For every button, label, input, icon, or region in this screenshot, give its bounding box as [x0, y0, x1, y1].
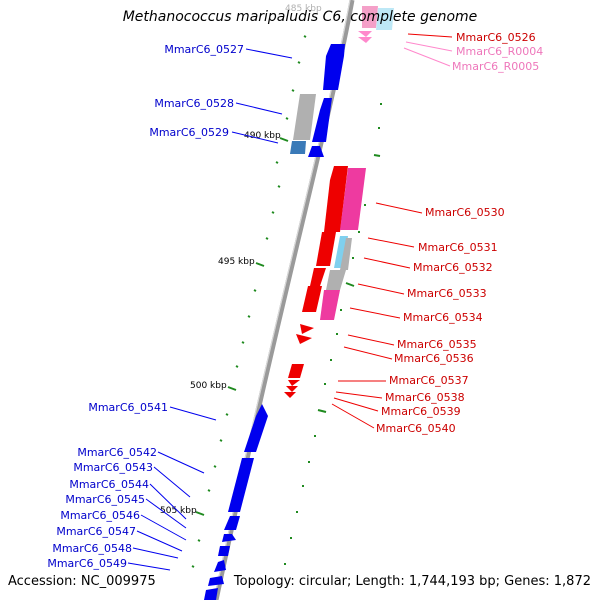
gene-0549[interactable] [204, 588, 218, 600]
gene-label-R0004[interactable]: MmarC6_R0004 [456, 45, 543, 58]
gene-0533[interactable] [302, 286, 322, 312]
gene-0545[interactable] [218, 546, 230, 556]
left-strand-genes [204, 44, 345, 600]
gene-label-0538[interactable]: MmarC6_0538 [385, 391, 465, 404]
gene-0539[interactable] [286, 386, 298, 392]
kbp-label-495: 495 kbp [218, 257, 255, 267]
gene-label-0546[interactable]: MmarC6_0546 [60, 509, 140, 522]
gene-0529[interactable] [308, 146, 324, 157]
gene-label-0542[interactable]: MmarC6_0542 [77, 446, 157, 459]
gene-0535[interactable] [300, 324, 314, 334]
right-leader-lines [331, 33, 453, 429]
gene-label-0526[interactable]: MmarC6_0526 [456, 31, 536, 44]
rna-R0005[interactable] [358, 37, 372, 43]
gene-0530-pink[interactable] [340, 168, 366, 230]
gene-0526-cyan[interactable] [376, 8, 394, 30]
gene-0538[interactable] [288, 380, 300, 386]
rna-R0004[interactable] [358, 31, 372, 37]
tick-marks [191, 35, 382, 568]
gene-label-0548[interactable]: MmarC6_0548 [52, 542, 132, 555]
gene-0543[interactable] [224, 516, 240, 530]
gene-0541[interactable] [244, 404, 268, 452]
gene-label-0541[interactable]: MmarC6_0541 [88, 401, 168, 414]
gene-label-0532[interactable]: MmarC6_0532 [413, 261, 493, 274]
gene-label-R0005[interactable]: MmarC6_R0005 [452, 60, 539, 73]
gene-label-0530[interactable]: MmarC6_0530 [425, 206, 505, 219]
gene-0534[interactable] [320, 290, 340, 320]
gene-0546[interactable] [214, 560, 226, 572]
gene-label-0544[interactable]: MmarC6_0544 [69, 478, 149, 491]
gene-label-0529[interactable]: MmarC6_0529 [149, 126, 229, 139]
gene-label-0536[interactable]: MmarC6_0536 [394, 352, 474, 365]
accession-text: Accession: NC_009975 [8, 574, 156, 589]
right-strand-genes [284, 6, 394, 398]
gene-0547[interactable] [208, 576, 224, 586]
gene-label-0549[interactable]: MmarC6_0549 [47, 557, 127, 570]
gene-0542[interactable] [228, 458, 254, 512]
gene-label-0535[interactable]: MmarC6_0535 [397, 338, 477, 351]
gene-0544[interactable] [222, 534, 236, 542]
left-leader-lines [127, 48, 293, 571]
gene-label-0537[interactable]: MmarC6_0537 [389, 374, 469, 387]
gene-label-0527[interactable]: MmarC6_0527 [164, 43, 244, 56]
map-title: Methanococcus maripaludis C6, complete g… [122, 9, 478, 25]
gene-label-0543[interactable]: MmarC6_0543 [73, 461, 153, 474]
gene-0527[interactable] [323, 44, 345, 90]
right-gene-labels: MmarC6_0526 MmarC6_R0004 MmarC6_R0005 Mm… [376, 31, 543, 435]
genome-summary-text: Topology: circular; Length: 1,744,193 bp… [233, 574, 591, 589]
gene-label-0540[interactable]: MmarC6_0540 [376, 422, 456, 435]
gene-0529-pseudo[interactable] [290, 141, 306, 154]
gene-0537[interactable] [288, 364, 304, 378]
gene-0526-pink[interactable] [362, 6, 378, 28]
major-ticks [195, 137, 289, 516]
gene-label-0539[interactable]: MmarC6_0539 [381, 405, 461, 418]
gene-0531-gray[interactable] [340, 238, 352, 270]
left-gene-labels: MmarC6_0527 MmarC6_0528 MmarC6_0529 Mmar… [47, 43, 244, 570]
kbp-label-490: 490 kbp [244, 131, 281, 141]
gene-label-0534[interactable]: MmarC6_0534 [403, 311, 483, 324]
gene-label-0533[interactable]: MmarC6_0533 [407, 287, 487, 300]
gene-0532[interactable] [310, 268, 326, 286]
gene-0531[interactable] [316, 232, 336, 266]
kbp-label-500: 500 kbp [190, 381, 227, 391]
gene-label-0545[interactable]: MmarC6_0545 [65, 493, 145, 506]
gene-0528-gray[interactable] [293, 94, 316, 140]
gene-label-0528[interactable]: MmarC6_0528 [154, 97, 234, 110]
gene-label-0547[interactable]: MmarC6_0547 [56, 525, 136, 538]
gene-0536[interactable] [296, 334, 312, 344]
gene-0528-blue[interactable] [312, 98, 332, 142]
gene-label-0531[interactable]: MmarC6_0531 [418, 241, 498, 254]
gene-0532-gray[interactable] [326, 270, 346, 290]
gene-0540[interactable] [284, 392, 296, 398]
kbp-label-485: 485 kbp [285, 4, 322, 14]
